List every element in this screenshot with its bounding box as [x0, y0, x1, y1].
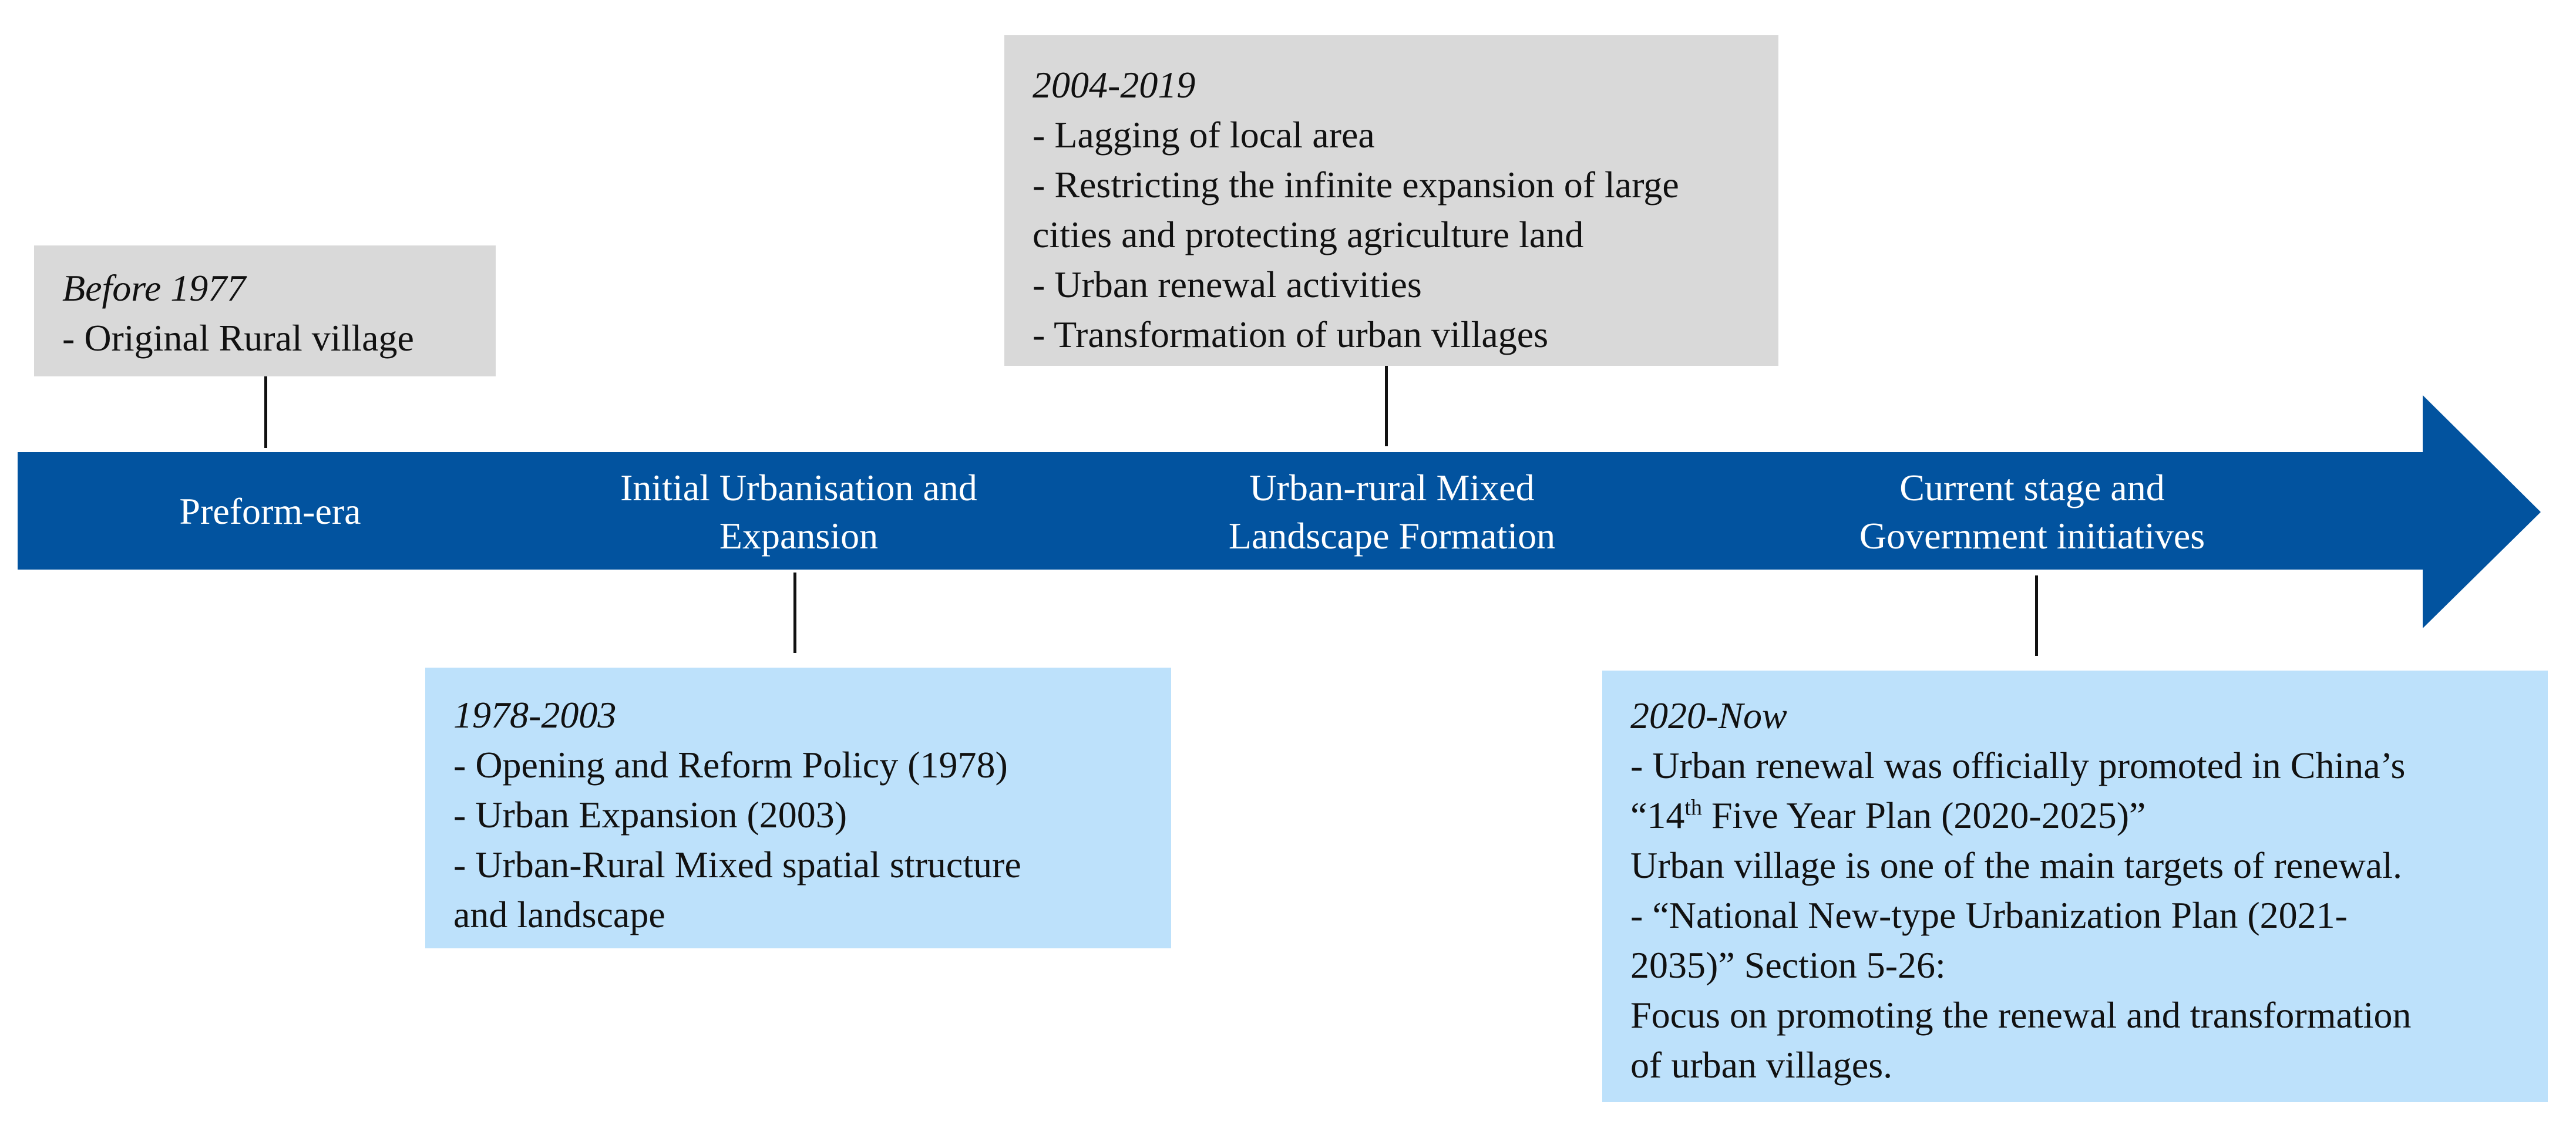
period-box-before-1977: Before 1977 - Original Rural village	[34, 245, 496, 376]
period-item: - Restricting the infinite expansion of …	[1033, 164, 1679, 206]
stage-current-label-line-1: Current stage and	[1899, 467, 2165, 509]
stage-urban-rural-mixed: Urban-rural Mixed Landscape Formation	[1157, 464, 1627, 560]
stage-initial-label-line-1: Initial Urbanisation and	[620, 467, 977, 509]
stage-initial-label-line-2: Expansion	[719, 515, 879, 557]
period-item: Urban village is one of the main targets…	[1630, 844, 2402, 886]
period-title: 1978-2003	[453, 694, 617, 736]
connector-before1977	[264, 376, 267, 448]
period-item: - Opening and Reform Policy (1978)	[453, 744, 1008, 786]
period-item: - “National New-type Urbanization Plan (…	[1630, 894, 2348, 936]
period-item: cities and protecting agriculture land	[1033, 214, 1584, 255]
stage-initial-urbanisation: Initial Urbanisation and Expansion	[564, 464, 1034, 560]
period-box-1978-2003: 1978-2003 - Opening and Reform Policy (1…	[425, 668, 1171, 948]
stage-preform-label: Preform-era	[179, 490, 361, 532]
period-item: - Urban renewal activities	[1033, 264, 1422, 305]
period-item: and landscape	[453, 894, 665, 935]
period-item: - Urban-Rural Mixed spatial structure	[453, 844, 1021, 885]
period-item: - Lagging of local area	[1033, 114, 1375, 156]
period-item: - Urban renewal was officially promoted …	[1630, 745, 2406, 786]
timeline-arrow-shape	[18, 395, 2541, 628]
stage-mixed-label-line-1: Urban-rural Mixed	[1249, 467, 1535, 509]
period-title: 2020-Now	[1630, 695, 1787, 736]
period-title: 2004-2019	[1033, 64, 1196, 106]
period-item: of urban villages.	[1630, 1044, 1893, 1086]
period-item: Focus on promoting the renewal and trans…	[1630, 994, 2412, 1036]
period-title: Before 1977	[62, 267, 246, 309]
five-year-plan-text: Five Year Plan (2020-2025)”	[1701, 794, 2146, 836]
period-item: 2035)” Section 5-26:	[1630, 944, 1946, 986]
stage-current-label-line-2: Government initiatives	[1859, 515, 2205, 557]
stage-preform-era: Preform-era	[123, 487, 417, 536]
period-item-five-year-plan: “14th Five Year Plan (2020-2025)”	[1630, 790, 2520, 840]
connector-2004-2019	[1385, 366, 1388, 446]
ordinal-suffix: th	[1684, 795, 1702, 820]
connector-2020-now	[2035, 575, 2038, 656]
period-box-2004-2019: 2004-2019 - Lagging of local area - Rest…	[1004, 35, 1778, 366]
stage-mixed-label-line-2: Landscape Formation	[1228, 515, 1556, 557]
connector-1978-2003	[793, 573, 796, 653]
period-item: - Urban Expansion (2003)	[453, 794, 848, 836]
period-box-2020-now: 2020-Now - Urban renewal was officially …	[1602, 671, 2548, 1102]
period-item: - Original Rural village	[62, 317, 414, 359]
stage-current: Current stage and Government initiatives	[1797, 464, 2267, 560]
period-item: - Transformation of urban villages	[1033, 314, 1549, 355]
quote-open-fourteen: “14	[1630, 794, 1685, 836]
